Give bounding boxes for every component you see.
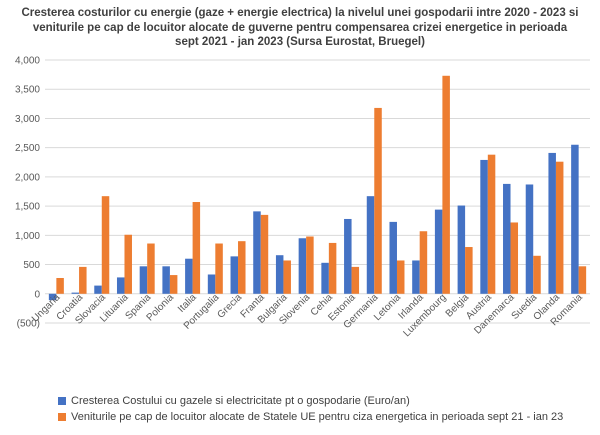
y-tick-label: 2,500 xyxy=(15,143,40,154)
legend-swatch-series-1 xyxy=(58,397,66,405)
bar-ungaria-series-1 xyxy=(48,293,57,301)
bar-germania-series-1 xyxy=(366,196,375,294)
y-tick-label: 0 xyxy=(34,289,40,300)
bar-austria-series-1 xyxy=(480,159,488,294)
bar-portugalia-series-1 xyxy=(207,274,216,294)
y-tick-label: 1,500 xyxy=(15,202,40,213)
y-tick-label: 500 xyxy=(23,260,40,271)
y-tick-label: 3,500 xyxy=(15,85,40,96)
legend-item-series-1: Cresterea Costului cu gazele si electric… xyxy=(58,393,563,409)
bar-portugalia-series-2 xyxy=(215,243,223,294)
bar-slovenia-series-1 xyxy=(298,238,307,294)
legend-swatch-series-2 xyxy=(58,413,66,421)
bar-letonia-series-1 xyxy=(389,221,397,294)
bar-slovenia-series-2 xyxy=(306,236,314,294)
y-tick-label: 3,000 xyxy=(15,114,40,125)
bar-suedia-series-1 xyxy=(525,184,534,294)
bar-belgia-series-2 xyxy=(465,247,473,294)
bar-letonia-series-2 xyxy=(396,260,405,294)
bar-polonia-series-1 xyxy=(162,266,170,294)
bar-franta-series-2 xyxy=(260,214,269,294)
bar-romania-series-1 xyxy=(571,144,579,294)
bar-cehia-series-1 xyxy=(321,262,329,294)
bar-grecia-series-2 xyxy=(238,241,246,294)
bar-croatia-series-1 xyxy=(71,292,80,294)
x-tick-label: Grecia xyxy=(216,292,245,321)
legend-item-series-2: Veniturile pe cap de locuitor alocate de… xyxy=(58,409,563,425)
bar-slovacia-series-1 xyxy=(94,285,102,294)
bar-danemarca-series-2 xyxy=(510,222,519,294)
bar-irlanda-series-2 xyxy=(419,231,428,294)
chart-title: Cresterea costurilor cu energie (gaze + … xyxy=(21,7,579,48)
bar-spania-series-2 xyxy=(147,243,155,294)
y-tick-label: 2,000 xyxy=(15,172,40,183)
bar-franta-series-1 xyxy=(253,211,261,294)
bar-croatia-series-2 xyxy=(79,266,87,294)
bar-irlanda-series-1 xyxy=(412,260,420,294)
bar-olanda-series-1 xyxy=(548,152,556,294)
bar-ungaria-series-2 xyxy=(56,277,64,294)
bar-bulgaria-series-1 xyxy=(275,255,284,294)
bar-estonia-series-1 xyxy=(344,218,352,294)
bar-spania-series-1 xyxy=(139,266,148,294)
bar-olanda-series-2 xyxy=(555,161,564,294)
bar-italia-series-1 xyxy=(185,258,193,294)
bar-grecia-series-1 xyxy=(230,256,239,294)
bar-austria-series-2 xyxy=(487,154,496,294)
bar-polonia-series-2 xyxy=(169,275,178,294)
bar-italia-series-2 xyxy=(192,202,201,294)
y-tick-label: (500) xyxy=(17,319,40,330)
bar-cehia-series-2 xyxy=(328,242,337,294)
bar-luxembourg-series-2 xyxy=(442,75,450,294)
legend-label-series-1: Cresterea Costului cu gazele si electric… xyxy=(71,395,410,407)
bar-belgia-series-1 xyxy=(457,205,466,294)
bar-lituania-series-2 xyxy=(124,234,132,294)
bar-germania-series-2 xyxy=(374,107,382,294)
y-tick-label: 4,000 xyxy=(15,56,40,67)
bar-luxembourg-series-1 xyxy=(434,209,443,294)
bar-danemarca-series-1 xyxy=(503,183,511,294)
bar-bulgaria-series-2 xyxy=(283,260,291,294)
bar-lituania-series-1 xyxy=(116,277,125,294)
y-tick-label: 1,000 xyxy=(15,231,40,242)
bar-estonia-series-2 xyxy=(351,266,360,294)
bar-slovacia-series-2 xyxy=(101,196,110,294)
bar-suedia-series-2 xyxy=(533,255,541,294)
bar-romania-series-2 xyxy=(578,266,587,294)
legend-label-series-2: Veniturile pe cap de locuitor alocate de… xyxy=(71,411,564,423)
legend: Cresterea Costului cu gazele si electric… xyxy=(58,393,563,425)
